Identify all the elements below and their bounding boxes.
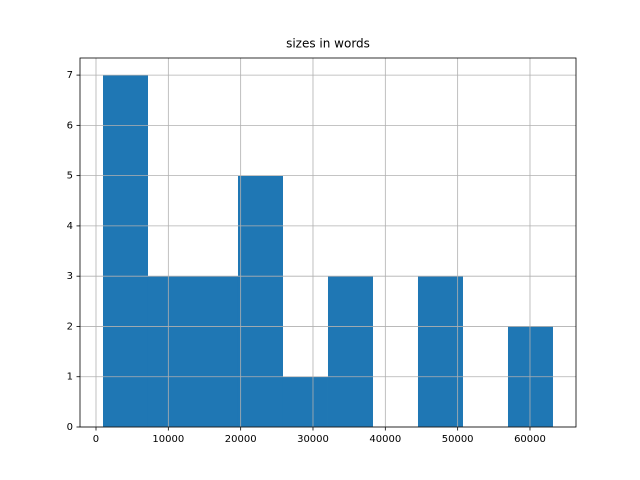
bar — [417, 276, 463, 427]
bar — [192, 276, 238, 427]
x-tick-label: 20000 — [225, 434, 257, 445]
y-tick-label: 4 — [67, 221, 73, 232]
x-tick-label: 40000 — [369, 434, 401, 445]
chart-title: sizes in words — [286, 37, 370, 51]
y-tick-label: 3 — [67, 271, 73, 282]
y-tick-label: 0 — [67, 422, 73, 433]
bar — [103, 75, 148, 427]
x-tick-label: 0 — [93, 434, 99, 445]
plot-frame — [79, 57, 577, 428]
x-tick-label: 50000 — [442, 434, 474, 445]
y-tick-label: 5 — [67, 171, 73, 182]
x-tick-label: 30000 — [297, 434, 329, 445]
x-tick-label: 60000 — [514, 434, 546, 445]
bar — [237, 175, 283, 427]
bar — [327, 276, 373, 427]
bar — [147, 276, 193, 427]
y-tick-label: 6 — [67, 120, 73, 131]
bar — [282, 376, 328, 427]
y-tick-label: 2 — [67, 321, 73, 332]
y-tick-label: 1 — [67, 372, 73, 383]
y-tick-label: 7 — [67, 70, 73, 81]
x-tick-label: 10000 — [152, 434, 184, 445]
